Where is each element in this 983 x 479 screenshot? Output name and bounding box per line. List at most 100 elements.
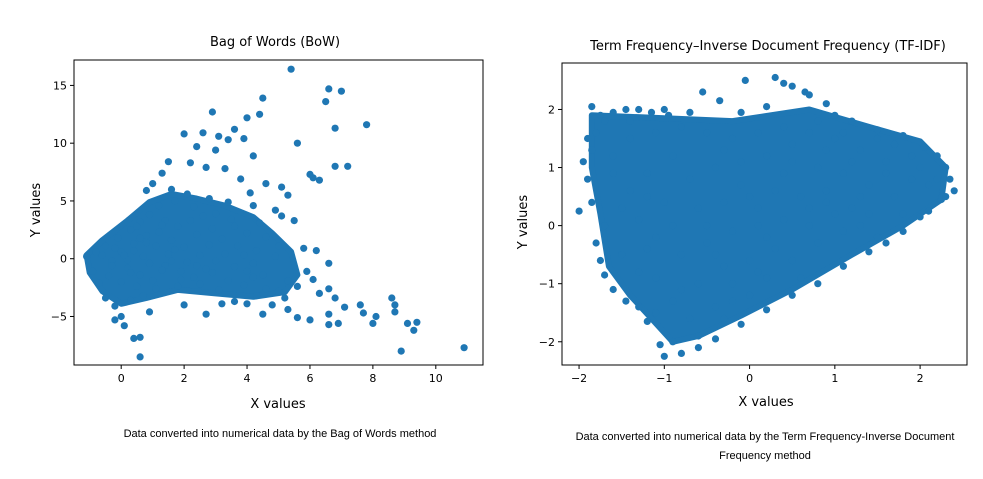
data-point [130,240,138,248]
data-point [618,204,626,212]
data-point [388,294,396,302]
data-point [249,202,257,210]
data-point [592,239,600,247]
data-point [274,287,283,295]
data-point [136,234,144,242]
data-point [230,263,239,271]
data-point [677,285,686,294]
data-point [224,136,232,144]
data-point [155,202,163,210]
data-point [805,91,813,99]
data-point [652,274,660,282]
data-point [737,320,745,328]
data-point [822,146,830,154]
x-tick-label: 2 [917,372,924,385]
data-point [152,285,160,293]
data-point [174,222,182,230]
data-point [268,301,276,309]
data-point [677,251,686,259]
data-point [899,227,907,235]
data-point [720,198,728,206]
data-point [737,158,745,166]
data-point [281,294,289,302]
data-point [950,187,958,195]
chart-tfidf-xlabel: X values [738,395,794,410]
data-point [626,187,634,195]
data-point [805,222,813,230]
data-point [89,267,97,275]
data-point [694,344,703,352]
data-point [221,250,229,258]
data-point [240,281,248,289]
data-point [312,247,320,255]
data-point [771,73,779,82]
data-point [814,239,822,247]
data-point [341,303,349,311]
data-point [322,98,330,106]
data-point [592,129,600,137]
data-point [259,310,267,318]
caption-tfidf: Data converted into numerical data by th… [575,431,955,462]
data-point [797,193,805,201]
x-tick-label: 1 [831,372,838,385]
data-point [284,305,292,314]
data-point [942,193,950,201]
x-tick-label: −2 [571,372,587,385]
data-point [158,266,166,274]
data-point [199,129,207,137]
data-point [831,134,839,143]
data-point [127,269,135,277]
data-point [635,303,643,311]
data-point [814,163,822,172]
data-point [716,97,724,105]
data-point [259,94,267,102]
data-point [309,174,317,182]
y-tick-label: −2 [539,336,555,349]
data-point [331,294,339,302]
data-point [284,277,292,285]
data-point [643,245,651,253]
data-point [805,129,813,137]
data-point [763,152,771,160]
y-tick-label: 5 [60,195,67,208]
data-point [596,111,605,119]
data-point [839,262,848,270]
data-point [780,79,788,87]
data-point [309,275,317,284]
data-point [890,193,899,201]
data-point [856,146,865,154]
data-point [609,285,617,294]
data-point [925,181,933,189]
data-point [908,152,916,160]
data-point [669,297,677,305]
data-point [243,229,251,237]
data-point [686,108,694,116]
data-point [218,300,226,308]
chart-bow-xticks: 0 2 4 6 8 10 [118,365,443,385]
data-point [290,217,298,225]
data-point [771,187,779,195]
chart-tfidf-ylabel: Y values [516,195,531,251]
x-tick-label: 0 [746,372,753,385]
data-point [117,278,125,286]
data-point [300,244,308,252]
data-point [193,230,201,239]
data-point [856,222,865,230]
chart-tfidf-title: Term Frequency–Inverse Document Frequenc… [589,39,946,54]
data-point [771,245,779,253]
data-point [142,186,150,195]
data-point [149,277,157,285]
x-tick-label: 8 [369,372,376,385]
data-point [243,300,251,308]
data-point [588,103,596,111]
caption-bow: Data converted into numerical data by th… [123,428,437,440]
data-point [754,222,762,230]
data-point [193,143,201,151]
data-point [224,277,232,285]
data-point [703,222,711,230]
data-point [130,247,138,255]
data-point [325,259,333,267]
data-point [694,332,703,340]
data-point [133,222,141,230]
data-point [788,291,796,299]
